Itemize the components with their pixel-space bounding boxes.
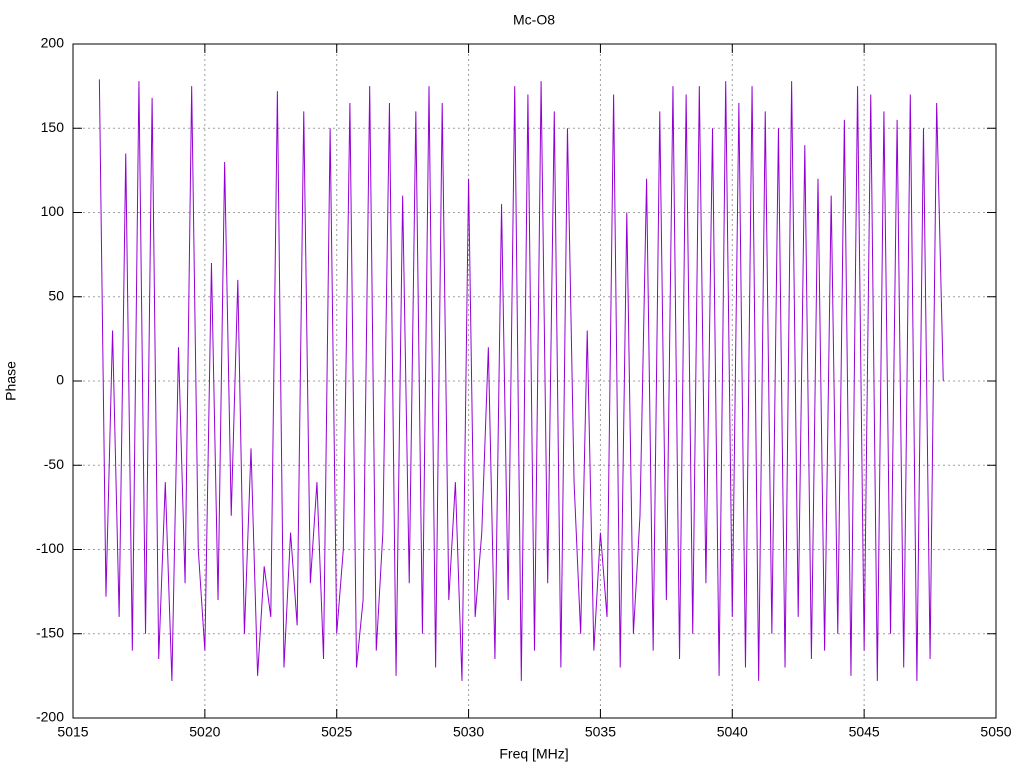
y-tick-label: -200 xyxy=(36,709,64,725)
x-tick-label: 5040 xyxy=(717,724,748,740)
y-tick-label: -150 xyxy=(36,624,64,640)
y-tick-label: 50 xyxy=(48,287,64,303)
y-tick-label: -100 xyxy=(36,540,64,556)
x-tick-label: 5050 xyxy=(980,724,1011,740)
y-tick-label: 150 xyxy=(41,119,65,135)
x-tick-label: 5020 xyxy=(189,724,220,740)
x-tick-label: 5030 xyxy=(453,724,484,740)
y-tick-label: 100 xyxy=(41,203,65,219)
y-tick-label: 0 xyxy=(56,372,64,388)
y-tick-label: 200 xyxy=(41,35,65,51)
x-tick-label: 5015 xyxy=(57,724,88,740)
x-tick-label: 5045 xyxy=(849,724,880,740)
y-tick-label: -50 xyxy=(44,456,64,472)
x-tick-label: 5025 xyxy=(321,724,352,740)
y-axis-label: Phase xyxy=(3,361,19,401)
x-axis-label: Freq [MHz] xyxy=(499,746,568,762)
x-tick-label: 5035 xyxy=(585,724,616,740)
chart-title: Mc-O8 xyxy=(513,12,555,28)
plot-frame xyxy=(72,43,997,719)
data-line xyxy=(98,79,944,681)
